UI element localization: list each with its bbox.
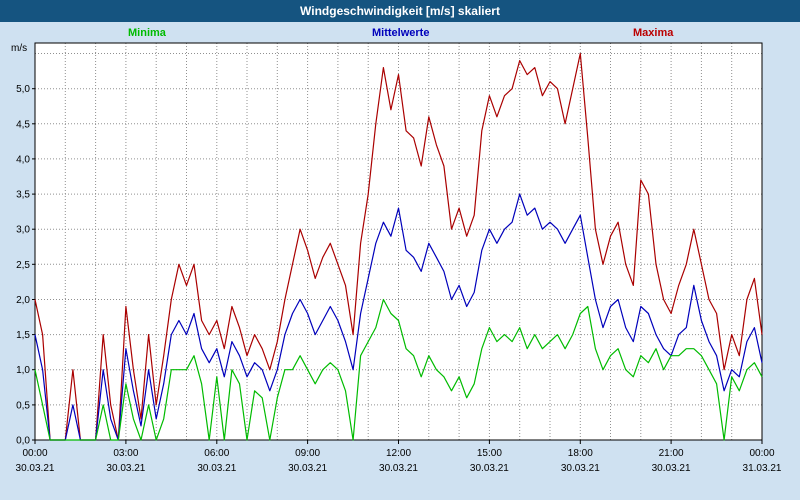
- svg-text:30.03.21: 30.03.21: [470, 463, 509, 474]
- svg-text:18:00: 18:00: [568, 448, 593, 459]
- svg-text:30.03.21: 30.03.21: [197, 463, 236, 474]
- svg-text:m/s: m/s: [11, 43, 27, 54]
- page-title: Windgeschwindigkeit [m/s] skaliert: [300, 4, 500, 18]
- svg-text:30.03.21: 30.03.21: [561, 463, 600, 474]
- series-mittelwerte: [34, 193, 763, 441]
- svg-text:03:00: 03:00: [113, 448, 138, 459]
- wind-speed-chart: 0,0 0,5 1,0 1,5 2,0 2,5 3,0 3,5 4,0 4,5 5,0 m/s 00:0…: [11, 42, 782, 474]
- svg-text:1,0: 1,0: [16, 365, 30, 376]
- title-bar: Windgeschwindigkeit [m/s] skaliert: [0, 0, 800, 22]
- svg-text:4,5: 4,5: [16, 119, 30, 130]
- legend-mittelwerte: Mittelwerte: [372, 27, 430, 39]
- series-maxima: [34, 52, 763, 441]
- svg-text:00:00: 00:00: [749, 448, 774, 459]
- svg-text:15:00: 15:00: [477, 448, 502, 459]
- svg-text:21:00: 21:00: [659, 448, 684, 459]
- svg-text:5,0: 5,0: [16, 84, 30, 95]
- svg-text:0,5: 0,5: [16, 400, 30, 411]
- svg-text:31.03.21: 31.03.21: [743, 463, 782, 474]
- svg-text:2,5: 2,5: [16, 260, 30, 271]
- svg-text:1,5: 1,5: [16, 330, 30, 341]
- svg-text:30.03.21: 30.03.21: [379, 463, 418, 474]
- svg-text:06:00: 06:00: [204, 448, 229, 459]
- svg-text:09:00: 09:00: [295, 448, 320, 459]
- svg-text:12:00: 12:00: [386, 448, 411, 459]
- svg-text:30.03.21: 30.03.21: [106, 463, 145, 474]
- svg-text:3,5: 3,5: [16, 190, 30, 201]
- svg-text:0,0: 0,0: [16, 436, 30, 447]
- legend-maxima: Maxima: [633, 27, 674, 39]
- svg-text:4,0: 4,0: [16, 154, 30, 165]
- svg-text:30.03.21: 30.03.21: [288, 463, 327, 474]
- legend-minima: Minima: [128, 27, 166, 39]
- svg-text:3,0: 3,0: [16, 225, 30, 236]
- series-minima: [34, 298, 763, 441]
- svg-text:2,0: 2,0: [16, 295, 30, 306]
- svg-text:30.03.21: 30.03.21: [652, 463, 691, 474]
- svg-text:30.03.21: 30.03.21: [16, 463, 55, 474]
- svg-text:00:00: 00:00: [22, 448, 47, 459]
